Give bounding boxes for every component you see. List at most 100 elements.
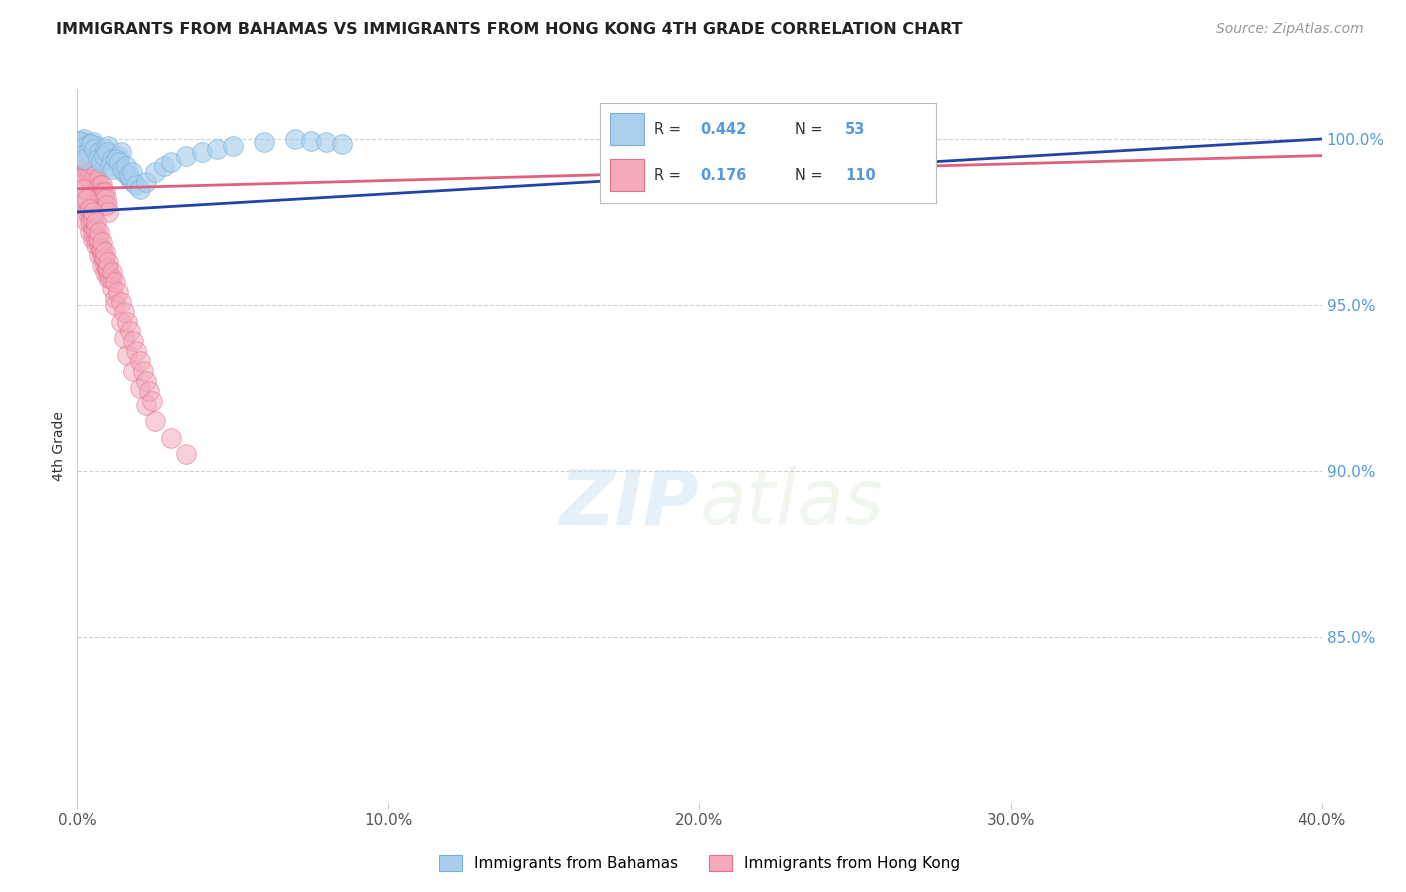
Point bbox=[86, 231, 108, 245]
Point bbox=[94, 198, 117, 212]
Point bbox=[97, 254, 120, 268]
Point bbox=[135, 397, 157, 411]
Point bbox=[96, 261, 118, 276]
Point bbox=[115, 348, 138, 362]
Point bbox=[83, 142, 105, 156]
Point bbox=[87, 231, 110, 245]
Point bbox=[114, 159, 136, 173]
Point bbox=[82, 225, 104, 239]
Point bbox=[80, 178, 103, 193]
Point bbox=[76, 205, 98, 219]
Point bbox=[110, 294, 132, 309]
Point bbox=[107, 148, 129, 162]
Point bbox=[86, 152, 108, 166]
Point bbox=[115, 314, 138, 328]
Y-axis label: 4th Grade: 4th Grade bbox=[52, 411, 66, 481]
Point bbox=[98, 159, 121, 173]
Point bbox=[77, 145, 100, 160]
Point bbox=[77, 165, 100, 179]
Point bbox=[84, 238, 107, 252]
Point bbox=[84, 215, 107, 229]
Point bbox=[97, 271, 120, 285]
Point bbox=[90, 242, 112, 256]
Point bbox=[87, 188, 110, 202]
Point bbox=[91, 235, 114, 249]
Point bbox=[112, 304, 135, 318]
Point bbox=[107, 285, 129, 299]
Point bbox=[104, 275, 127, 289]
Point bbox=[100, 152, 122, 166]
Point bbox=[97, 265, 120, 279]
Point bbox=[73, 161, 96, 176]
Point bbox=[72, 132, 94, 146]
Point bbox=[79, 175, 101, 189]
Point bbox=[72, 182, 94, 196]
Point bbox=[125, 344, 148, 359]
Point bbox=[69, 171, 91, 186]
Point bbox=[94, 142, 117, 156]
Point bbox=[79, 225, 101, 239]
Point bbox=[96, 145, 118, 160]
Point bbox=[128, 182, 150, 196]
Point bbox=[330, 136, 353, 151]
Point bbox=[76, 161, 98, 176]
Point bbox=[72, 155, 94, 169]
Point bbox=[94, 258, 117, 272]
Point bbox=[76, 142, 98, 156]
Point bbox=[253, 136, 276, 150]
Point bbox=[100, 265, 122, 279]
Point bbox=[153, 159, 176, 173]
Point bbox=[76, 192, 98, 206]
Point bbox=[91, 148, 114, 162]
Point bbox=[87, 225, 110, 239]
Point bbox=[70, 152, 93, 166]
Point bbox=[141, 394, 163, 409]
Point bbox=[98, 271, 121, 285]
Point bbox=[69, 145, 91, 160]
Point bbox=[87, 248, 110, 262]
Point bbox=[84, 138, 107, 153]
Point bbox=[82, 182, 104, 196]
Point bbox=[128, 354, 150, 368]
Point bbox=[122, 334, 145, 349]
Point bbox=[76, 159, 98, 173]
Point bbox=[108, 155, 131, 169]
Point bbox=[94, 252, 117, 266]
Point bbox=[72, 165, 94, 179]
Point bbox=[80, 136, 103, 151]
Point bbox=[96, 198, 118, 212]
Point bbox=[84, 231, 107, 245]
Point bbox=[135, 374, 157, 388]
Point bbox=[118, 169, 141, 183]
Point bbox=[94, 192, 117, 206]
Point bbox=[80, 211, 103, 226]
Point bbox=[122, 364, 145, 378]
Point bbox=[105, 152, 128, 166]
Point bbox=[79, 215, 101, 229]
Point bbox=[110, 145, 132, 160]
Point bbox=[174, 148, 197, 162]
Point bbox=[120, 171, 142, 186]
Point bbox=[94, 244, 117, 259]
Point bbox=[112, 331, 135, 345]
Point bbox=[135, 175, 157, 189]
Point bbox=[101, 161, 124, 176]
Point bbox=[91, 192, 114, 206]
Point bbox=[87, 145, 110, 160]
Point bbox=[86, 182, 108, 196]
Point bbox=[82, 136, 104, 150]
Point bbox=[93, 192, 115, 206]
Point bbox=[75, 192, 97, 206]
Point bbox=[207, 142, 229, 156]
Point bbox=[104, 298, 127, 312]
Point bbox=[93, 252, 115, 266]
Point bbox=[284, 132, 307, 146]
Point bbox=[83, 171, 105, 186]
Point bbox=[315, 136, 337, 150]
Point bbox=[90, 178, 112, 193]
Text: atlas: atlas bbox=[700, 467, 884, 540]
Point bbox=[84, 185, 107, 199]
Point bbox=[104, 155, 127, 169]
Point bbox=[100, 281, 122, 295]
Point bbox=[75, 140, 97, 154]
